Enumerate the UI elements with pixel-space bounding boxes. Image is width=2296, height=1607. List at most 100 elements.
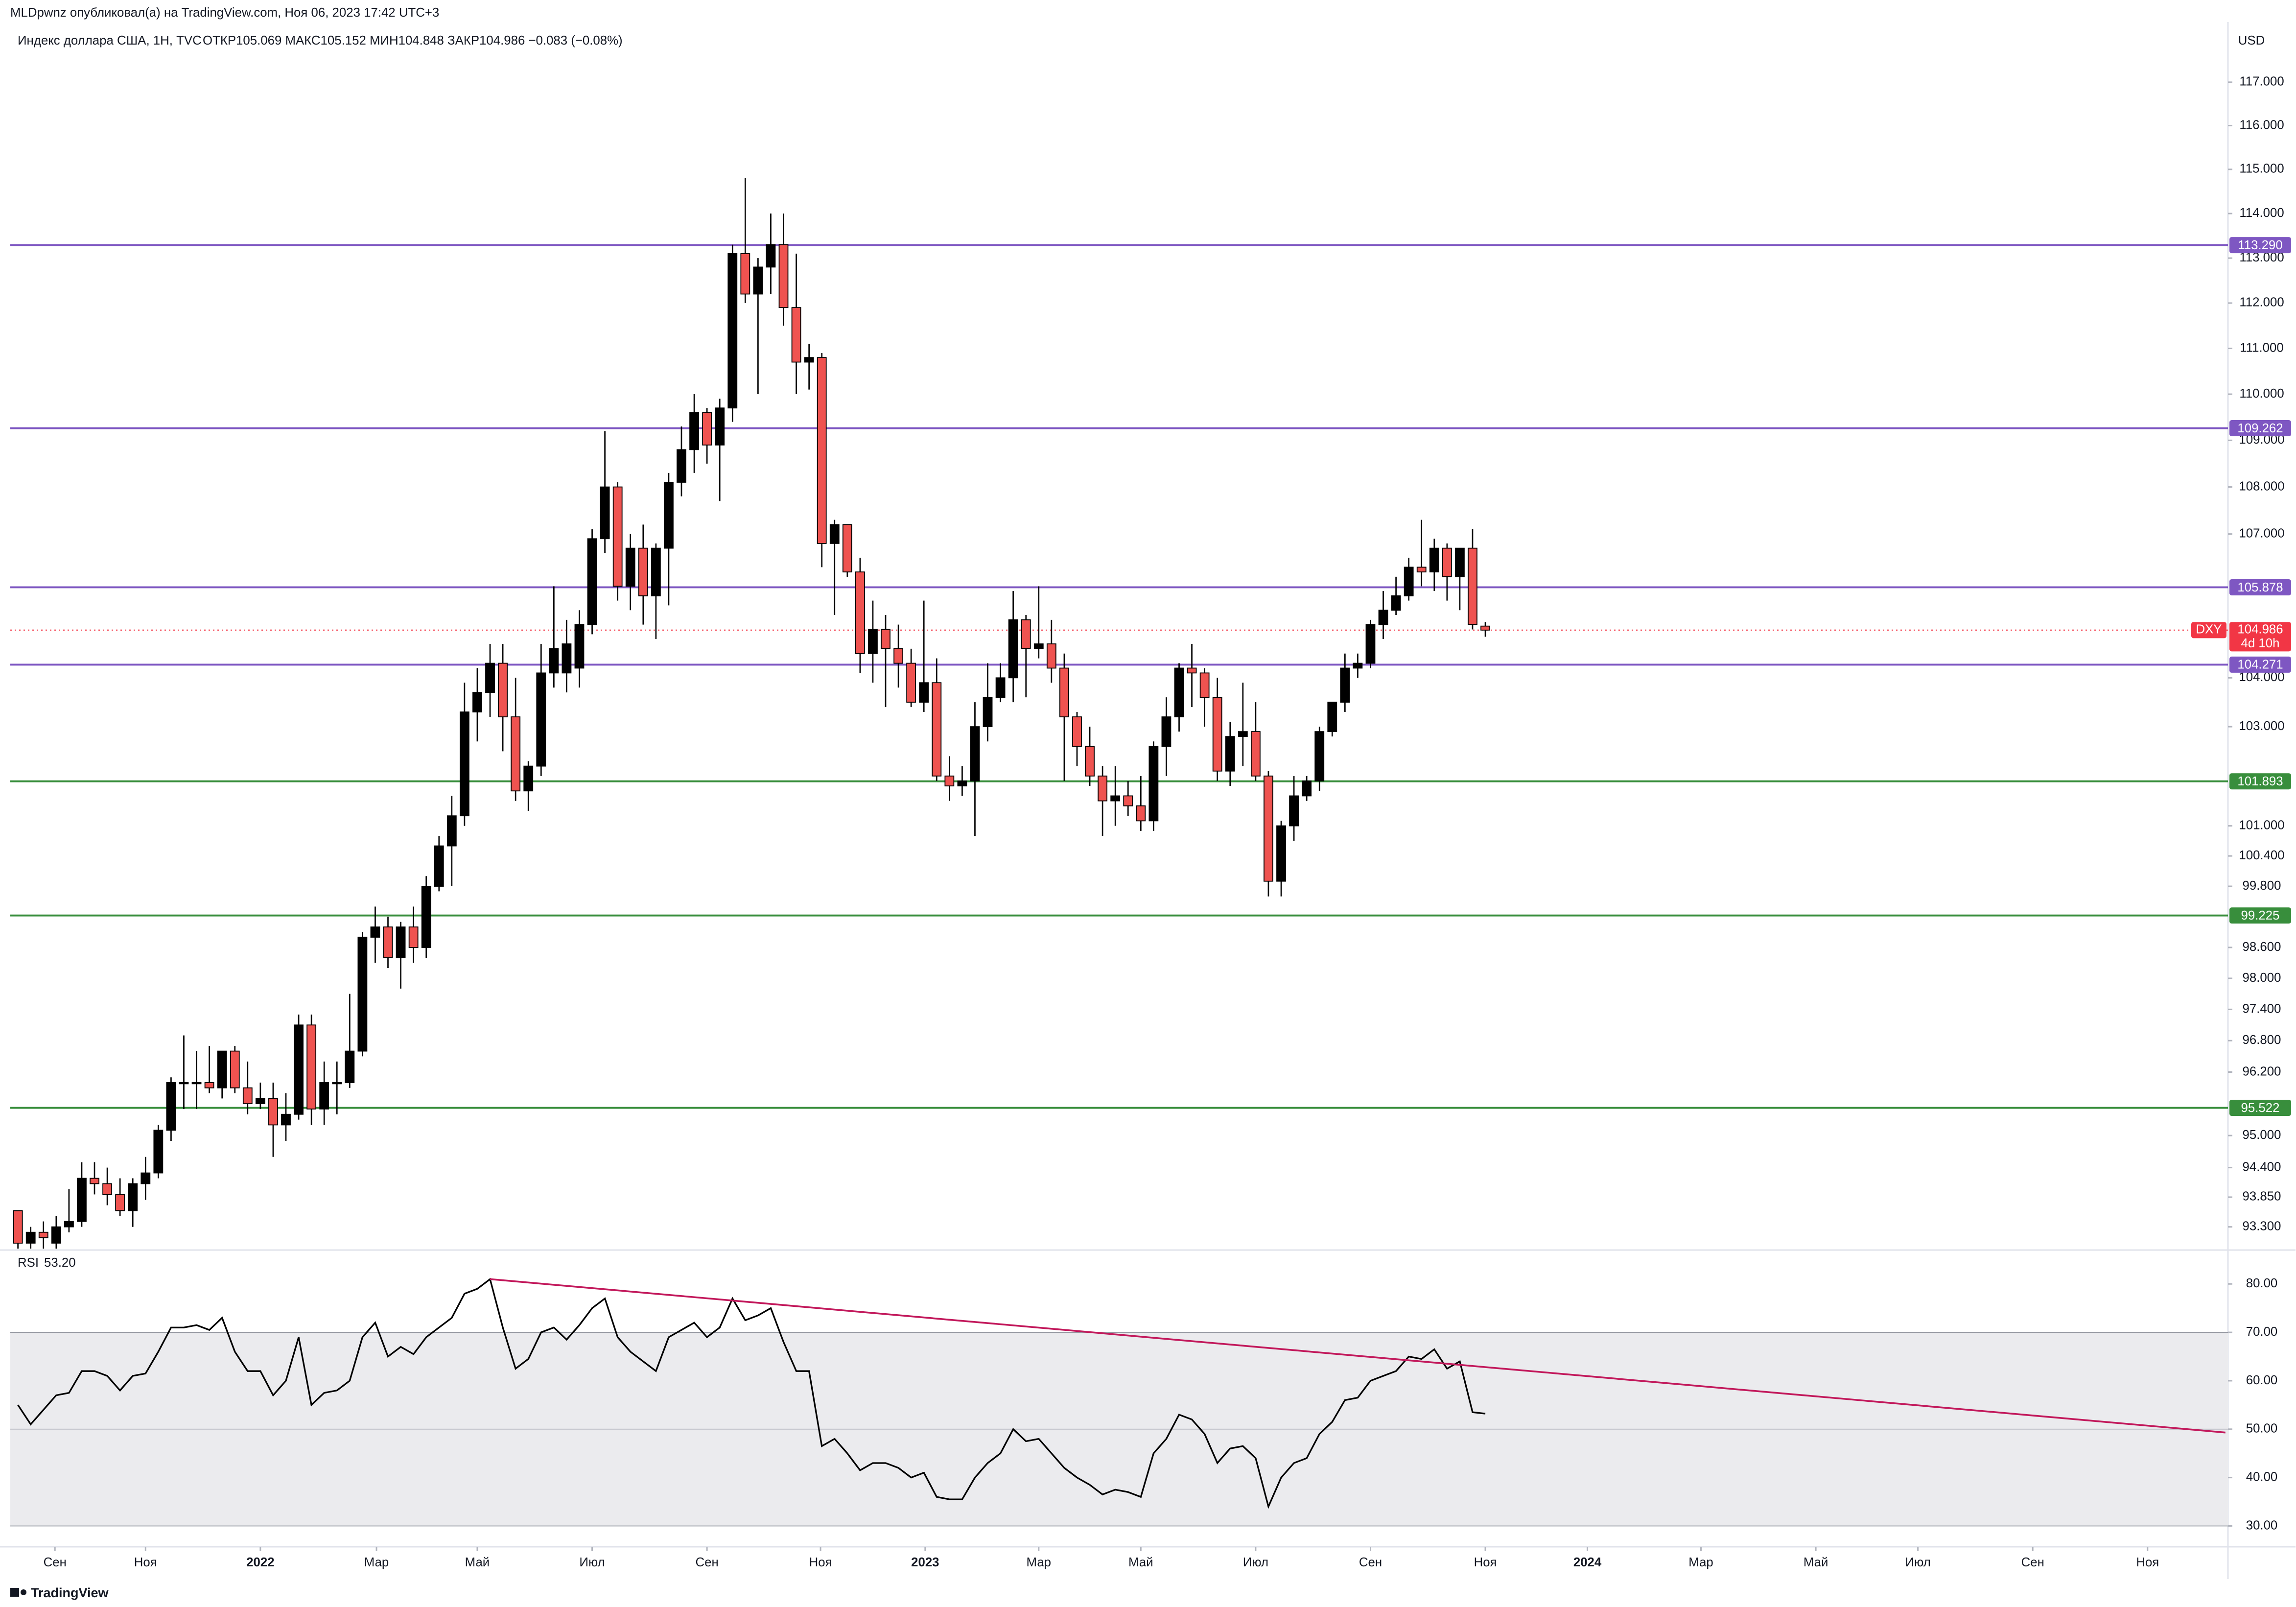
candle-body (51, 1226, 61, 1244)
candle-body (242, 1087, 253, 1105)
candle-body (906, 662, 916, 703)
candle-body (868, 629, 878, 654)
candle-body (153, 1130, 164, 1174)
candle-body (1033, 643, 1044, 649)
candle-body (230, 1050, 240, 1088)
candle-body (64, 1221, 74, 1228)
candle-body (1136, 805, 1146, 822)
x-tick-label: Сен (2021, 1556, 2044, 1569)
countdown-label: 4d 10h (2241, 637, 2280, 650)
candle-body (1148, 746, 1159, 822)
candle-body (1238, 731, 1248, 737)
candle-body (587, 538, 597, 625)
published-line: MLDpwnz опубликовал(а) на TradingView.co… (10, 6, 439, 20)
candle-body (664, 482, 674, 549)
candle-body (1314, 731, 1325, 781)
candle-body (1250, 731, 1261, 777)
y-tick-label: 40.00 (2246, 1470, 2278, 1484)
x-tick-label: Мар (1027, 1556, 1051, 1569)
y-tick-label: 110.000 (2239, 387, 2284, 401)
rsi-title: RSI (18, 1256, 39, 1270)
candle-body (791, 307, 801, 363)
candle-body (1264, 775, 1273, 882)
candle-body (1187, 667, 1197, 674)
candle-body (217, 1050, 227, 1088)
y-tick-label: 112.000 (2239, 296, 2284, 309)
y-tick-label: 115.000 (2239, 162, 2284, 176)
candle-body (332, 1082, 342, 1085)
candle-body (562, 643, 572, 674)
candle-body (255, 1098, 265, 1105)
candle-body (281, 1113, 291, 1126)
candle-body (638, 547, 648, 596)
currency: USD (2238, 34, 2265, 47)
level-label: 95.522 (2241, 1101, 2280, 1115)
level-label: 113.290 (2238, 238, 2282, 252)
candle-body (1046, 643, 1056, 669)
level-label-box (2229, 656, 2292, 673)
candle-body (166, 1082, 176, 1131)
candle-body (944, 775, 955, 787)
candle-body (804, 357, 814, 363)
candle-body (1110, 795, 1121, 802)
candle-body (1468, 547, 1477, 625)
level-label: 109.262 (2237, 422, 2283, 435)
x-tick-label: Сен (696, 1556, 719, 1569)
y-tick-label: 93.300 (2243, 1219, 2281, 1233)
x-tick-label: Июл (579, 1556, 605, 1569)
candle-body (702, 412, 712, 446)
candle-body (383, 926, 393, 958)
candle-body (1085, 746, 1095, 777)
y-tick-label: 50.00 (2246, 1422, 2278, 1436)
symbol-box (2191, 622, 2227, 638)
candle-body (434, 845, 444, 887)
candle-body (1302, 780, 1312, 797)
candle-body (1416, 567, 1427, 573)
candle-body (408, 926, 419, 948)
candle-body (1199, 672, 1210, 698)
y-tick-label: 97.400 (2243, 1002, 2281, 1016)
x-tick-label: Ноя (2136, 1556, 2159, 1569)
candle-body (1123, 795, 1133, 806)
candle-body (842, 524, 852, 573)
y-tick-label: 30.00 (2246, 1518, 2278, 1532)
candle-body (893, 648, 903, 664)
x-tick-label: Мар (364, 1556, 389, 1569)
logo: TradingView (10, 1585, 109, 1600)
y-tick-label: 98.600 (2243, 940, 2281, 954)
candle-body (446, 815, 457, 847)
y-tick-label: 111.000 (2240, 341, 2283, 354)
candle-body (191, 1082, 202, 1085)
level-label-box (2229, 773, 2292, 790)
level-label-box (2229, 237, 2292, 254)
symbol-title: Индекс доллара США, 1Н, TVC (18, 34, 202, 47)
candle-body (396, 926, 406, 958)
candle-body (511, 716, 521, 792)
candle-body (1391, 595, 1401, 611)
logo-mark (21, 1589, 27, 1595)
y-tick-label: 94.400 (2243, 1160, 2281, 1174)
candle-body (970, 726, 980, 781)
candle-body (625, 547, 635, 587)
x-tick-label: Мар (1688, 1556, 1713, 1569)
candle-body (689, 412, 699, 450)
y-tick-label: 96.800 (2243, 1033, 2281, 1047)
candle-body (932, 682, 942, 777)
last-price-box (2229, 622, 2292, 652)
candle-body (472, 692, 482, 712)
candle-body (294, 1024, 304, 1115)
level-label-box (2229, 579, 2292, 595)
candle-body (995, 677, 1006, 698)
candle-body (204, 1082, 214, 1088)
x-tick-label: Сен (44, 1556, 67, 1569)
y-tick-label: 93.850 (2243, 1190, 2281, 1204)
candle-body (115, 1194, 125, 1211)
y-tick-label: 60.00 (2246, 1373, 2278, 1387)
candle-body (268, 1098, 278, 1126)
x-tick-label: 2023 (911, 1556, 939, 1569)
trendline (490, 1278, 2226, 1434)
y-tick-label: 98.000 (2243, 971, 2281, 985)
candle-body (855, 571, 865, 654)
candle-body (370, 926, 380, 938)
